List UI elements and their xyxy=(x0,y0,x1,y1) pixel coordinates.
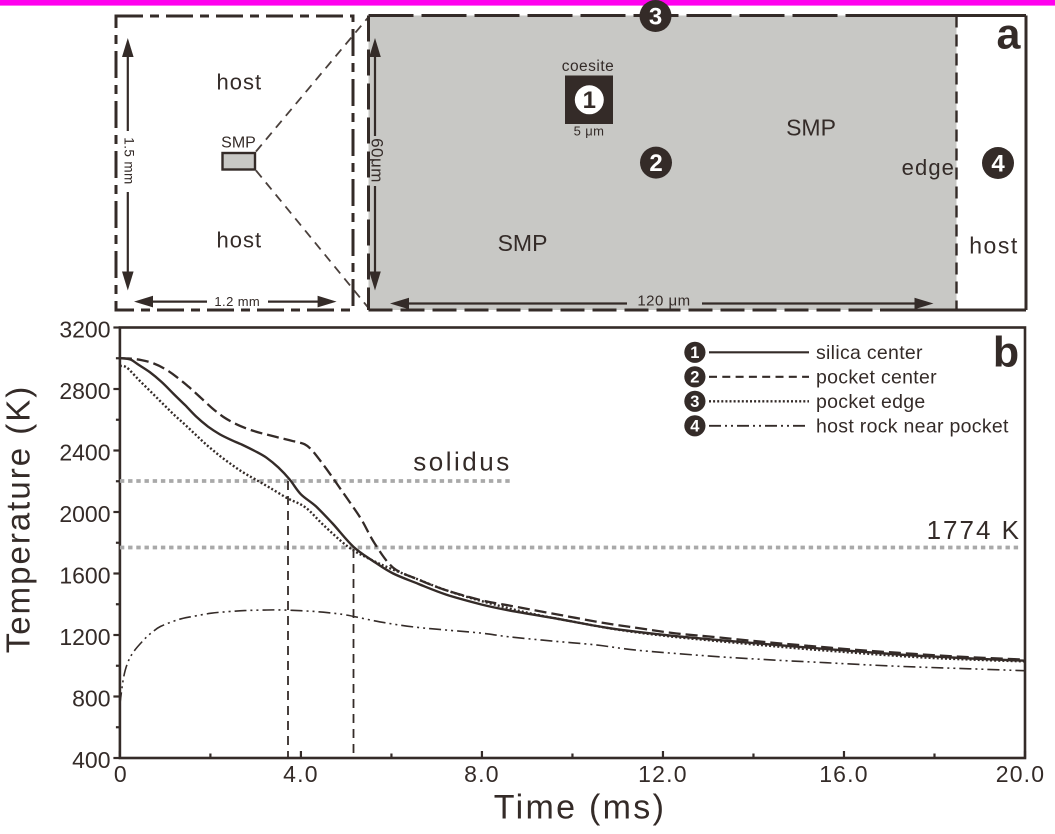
svg-text:1: 1 xyxy=(690,344,699,362)
svg-text:3: 3 xyxy=(690,393,699,411)
svg-text:20.0: 20.0 xyxy=(996,761,1046,787)
svg-text:2400: 2400 xyxy=(59,440,110,466)
svg-text:host: host xyxy=(217,70,263,95)
svg-text:host: host xyxy=(217,228,263,253)
svg-text:0: 0 xyxy=(114,761,128,787)
svg-text:2800: 2800 xyxy=(59,378,110,404)
svg-text:3200: 3200 xyxy=(59,317,110,343)
svg-text:60μm: 60μm xyxy=(368,138,387,183)
svg-text:Time (ms): Time (ms) xyxy=(494,789,666,827)
svg-text:1.2 mm: 1.2 mm xyxy=(214,294,260,309)
svg-text:SMP: SMP xyxy=(498,230,548,256)
svg-text:4: 4 xyxy=(690,418,700,436)
svg-text:host rock near pocket: host rock near pocket xyxy=(816,416,1009,438)
svg-text:1.5 mm: 1.5 mm xyxy=(122,137,137,184)
svg-text:400: 400 xyxy=(72,747,110,773)
svg-text:solidus: solidus xyxy=(413,447,511,477)
svg-text:pocket center: pocket center xyxy=(816,367,937,389)
svg-text:1200: 1200 xyxy=(59,624,110,650)
svg-text:a: a xyxy=(997,11,1022,59)
svg-text:1774 K: 1774 K xyxy=(927,515,1021,545)
svg-text:2000: 2000 xyxy=(59,501,110,527)
svg-text:edge: edge xyxy=(902,155,955,180)
svg-text:5 μm: 5 μm xyxy=(574,124,605,139)
svg-text:SMP: SMP xyxy=(221,135,256,152)
svg-text:b: b xyxy=(993,329,1019,377)
svg-text:coesite: coesite xyxy=(562,58,615,75)
svg-text:120 μm: 120 μm xyxy=(637,293,690,310)
svg-text:silica center: silica center xyxy=(816,342,923,364)
svg-text:16.0: 16.0 xyxy=(819,761,869,787)
svg-text:Temperature (K): Temperature (K) xyxy=(0,385,37,653)
svg-text:4: 4 xyxy=(991,150,1005,177)
svg-text:SMP: SMP xyxy=(786,114,836,140)
svg-text:pocket edge: pocket edge xyxy=(816,391,926,413)
svg-text:host: host xyxy=(969,233,1018,259)
svg-text:3: 3 xyxy=(649,3,662,30)
svg-text:12.0: 12.0 xyxy=(638,761,688,787)
svg-text:1600: 1600 xyxy=(59,563,110,589)
svg-text:2: 2 xyxy=(649,150,662,177)
svg-text:1: 1 xyxy=(583,87,596,114)
svg-text:4.0: 4.0 xyxy=(283,761,319,787)
svg-text:8.0: 8.0 xyxy=(464,761,500,787)
svg-text:800: 800 xyxy=(72,686,110,712)
svg-text:2: 2 xyxy=(690,369,699,387)
